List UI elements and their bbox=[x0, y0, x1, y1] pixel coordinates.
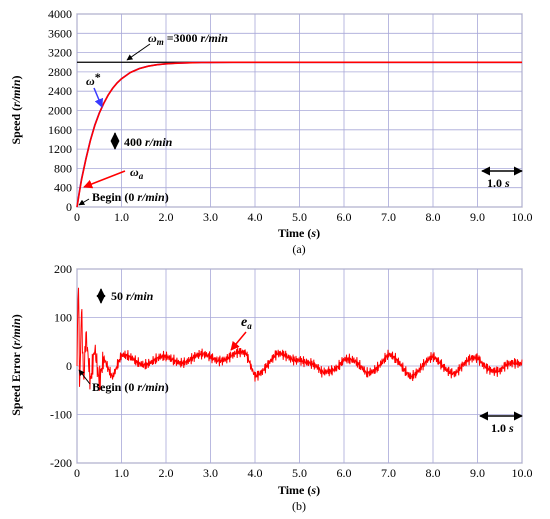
speed-chart-y-tick-label: 2400 bbox=[48, 84, 72, 98]
speed-chart-y-tick-label: 1600 bbox=[48, 123, 72, 137]
speed-error-chart-x-axis-label: Time (s) bbox=[278, 483, 320, 497]
reference-annotation: ω* bbox=[86, 70, 104, 108]
speed-chart-y-tick-label: 400 bbox=[54, 181, 72, 195]
scale-annotation-b: 50 r/min bbox=[96, 288, 154, 304]
begin-annotation-b: Begin (0 r/min) bbox=[78, 369, 169, 394]
limit-annotation: ωm =3000 r/min bbox=[126, 31, 228, 61]
actual-annotation: ωa bbox=[83, 165, 144, 189]
speed-error-chart-x-tick-label: 9.0 bbox=[470, 466, 485, 480]
speed-chart-y-tick-label: 4000 bbox=[48, 7, 72, 21]
speed-chart-y-tick-label: 2800 bbox=[48, 65, 72, 79]
error-label: ea bbox=[241, 315, 252, 331]
speed-chart-x-ticks: 0 1.0 2.0 3.0 4.0 5.0 6.0 7.0 8.0 9.0 10.0 bbox=[74, 210, 533, 224]
begin-annotation-a: Begin (0 r/min) bbox=[78, 190, 169, 206]
scale-annotation-a: 400 r/min bbox=[110, 132, 173, 150]
speed-chart-x-tick-label: 9.0 bbox=[470, 210, 485, 224]
speed-error-chart-y-tick-label: -100 bbox=[50, 408, 72, 422]
speed-error-chart: 0 1.0 2.0 3.0 4.0 5.0 6.0 7.0 8.0 9.0 10.0 -200 -10… bbox=[9, 262, 533, 513]
speed-error-chart-series bbox=[76, 287, 523, 391]
time-scale-label-a: 1.0 s bbox=[487, 176, 510, 190]
speed-error-chart-y-axis-label: Speed Error (r/min) bbox=[9, 314, 23, 416]
speed-chart-y-tick-label: 3200 bbox=[48, 46, 72, 60]
scale-label-a: 400 r/min bbox=[124, 135, 173, 149]
scale-label-b: 50 r/min bbox=[111, 289, 154, 303]
speed-chart-y-axis-label: Speed (r/min) bbox=[9, 75, 23, 144]
speed-chart-x-tick-label: 10.0 bbox=[512, 210, 533, 224]
speed-chart-x-tick-label: 5.0 bbox=[292, 210, 307, 224]
speed-chart-y-tick-label: 3600 bbox=[48, 26, 72, 40]
speed-chart-grid bbox=[76, 13, 523, 208]
begin-arrow-b bbox=[78, 369, 91, 385]
speed-error-chart-x-tick-label: 7.0 bbox=[381, 466, 396, 480]
actual-label: ωa bbox=[130, 165, 144, 181]
speed-chart-series bbox=[76, 61, 522, 208]
speed-error-chart-x-tick-label: 6.0 bbox=[337, 466, 352, 480]
time-scale-label-b: 1.0 s bbox=[491, 421, 514, 435]
speed-chart-x-tick-label: 7.0 bbox=[381, 210, 396, 224]
limit-label: ωm =3000 r/min bbox=[148, 31, 228, 47]
time-scale-annotation-b: 1.0 s bbox=[479, 411, 523, 435]
speed-error-chart-x-tick-label: 5.0 bbox=[292, 466, 307, 480]
speed-error-chart-x-tick-label: 8.0 bbox=[426, 466, 441, 480]
speed-error-chart-x-tick-label: 4.0 bbox=[248, 466, 263, 480]
speed-chart-caption: (a) bbox=[292, 242, 305, 256]
speed-error-chart-y-tick-label: 100 bbox=[54, 311, 72, 325]
actual-arrow bbox=[83, 170, 126, 189]
speed-chart-y-tick-label: 2000 bbox=[48, 104, 72, 118]
speed-error-chart-y-tick-label: -200 bbox=[50, 456, 72, 470]
speed-chart-series-actual bbox=[76, 61, 522, 208]
speed-error-chart-series-error bbox=[76, 287, 523, 391]
limit-arrow bbox=[126, 43, 151, 61]
speed-chart-y-tick-label: 0 bbox=[66, 200, 72, 214]
speed-chart-x-tick-label: 3.0 bbox=[203, 210, 218, 224]
reference-label: ω* bbox=[86, 70, 101, 88]
speed-chart-x-tick-label: 4.0 bbox=[248, 210, 263, 224]
time-scale-annotation-a: 1.0 s bbox=[481, 166, 523, 190]
speed-error-chart-x-tick-label: 10.0 bbox=[512, 466, 533, 480]
speed-chart: 0 1.0 2.0 3.0 4.0 5.0 6.0 7.0 8.0 9.0 10.0 0 400 800… bbox=[9, 7, 533, 256]
error-arrow bbox=[230, 331, 247, 351]
speed-chart-y-ticks: 0 400 800 1200 1600 2000 2400 2800 3200 3600 4000 bbox=[48, 7, 72, 214]
error-annotation: ea bbox=[230, 315, 252, 351]
speed-error-chart-y-tick-label: 200 bbox=[54, 262, 72, 276]
speed-error-chart-y-ticks: -200 -100 0 100 200 bbox=[50, 262, 72, 470]
speed-chart-x-tick-label: 0 bbox=[74, 210, 80, 224]
speed-error-chart-y-tick-label: 0 bbox=[66, 359, 72, 373]
speed-error-chart-x-tick-label: 0 bbox=[74, 466, 80, 480]
speed-error-chart-caption: (b) bbox=[292, 499, 306, 513]
speed-error-chart-x-ticks: 0 1.0 2.0 3.0 4.0 5.0 6.0 7.0 8.0 9.0 10.0 bbox=[74, 466, 533, 480]
begin-label-b: Begin (0 r/min) bbox=[92, 380, 169, 394]
speed-chart-x-tick-label: 1.0 bbox=[114, 210, 129, 224]
speed-chart-x-tick-label: 8.0 bbox=[426, 210, 441, 224]
speed-chart-y-tick-label: 800 bbox=[54, 161, 72, 175]
speed-error-chart-x-tick-label: 3.0 bbox=[203, 466, 218, 480]
reference-arrow bbox=[93, 87, 104, 108]
speed-chart-x-tick-label: 2.0 bbox=[159, 210, 174, 224]
speed-chart-x-tick-label: 6.0 bbox=[337, 210, 352, 224]
speed-error-chart-grid bbox=[76, 268, 523, 464]
speed-chart-x-axis-label: Time (s) bbox=[278, 226, 320, 240]
speed-chart-y-tick-label: 1200 bbox=[48, 142, 72, 156]
speed-error-chart-x-tick-label: 1.0 bbox=[114, 466, 129, 480]
begin-label-a: Begin (0 r/min) bbox=[92, 190, 169, 204]
speed-error-chart-x-tick-label: 2.0 bbox=[159, 466, 174, 480]
begin-arrow-a bbox=[78, 198, 90, 206]
